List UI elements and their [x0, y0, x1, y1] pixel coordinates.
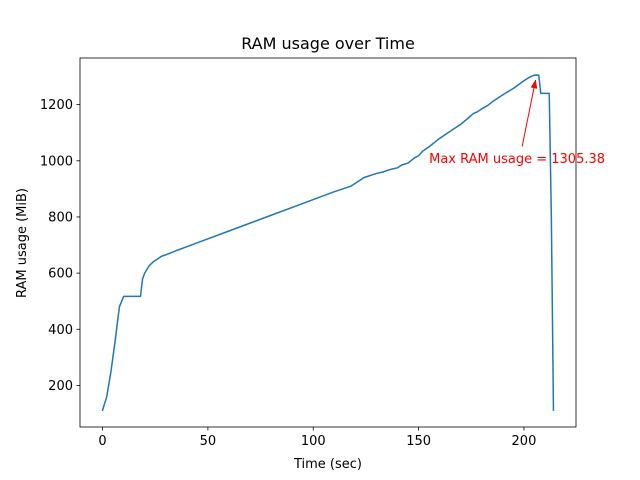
y-tick-label: 600	[48, 267, 73, 282]
annotation-arrow-line	[521, 79, 537, 147]
x-tick-label: 0	[98, 434, 106, 449]
y-axis-label: RAM usage (MiB)	[15, 188, 30, 298]
annotation-arrow-head	[530, 79, 538, 89]
y-tick-label: 200	[48, 379, 73, 394]
x-axis-label: Time (sec)	[293, 457, 362, 472]
plot-area: 0 50 100 150 200 200 400 600 800 1000 1200 Max RAM …	[40, 57, 605, 449]
chart-title: RAM usage over Time	[241, 34, 415, 53]
y-tick-label: 1200	[40, 98, 73, 113]
series-line-0	[101, 74, 555, 412]
y-tick-label: 800	[48, 210, 73, 225]
y-tick-label: 400	[48, 323, 73, 338]
x-tick-label: 200	[512, 434, 537, 449]
y-tick-label: 1000	[40, 154, 73, 169]
x-tick-label: 150	[406, 434, 431, 449]
plot-frame	[79, 57, 577, 428]
x-tick-label: 50	[200, 434, 217, 449]
annotation-text: Max RAM usage = 1305.38	[429, 152, 605, 167]
x-tick-label: 100	[301, 434, 326, 449]
